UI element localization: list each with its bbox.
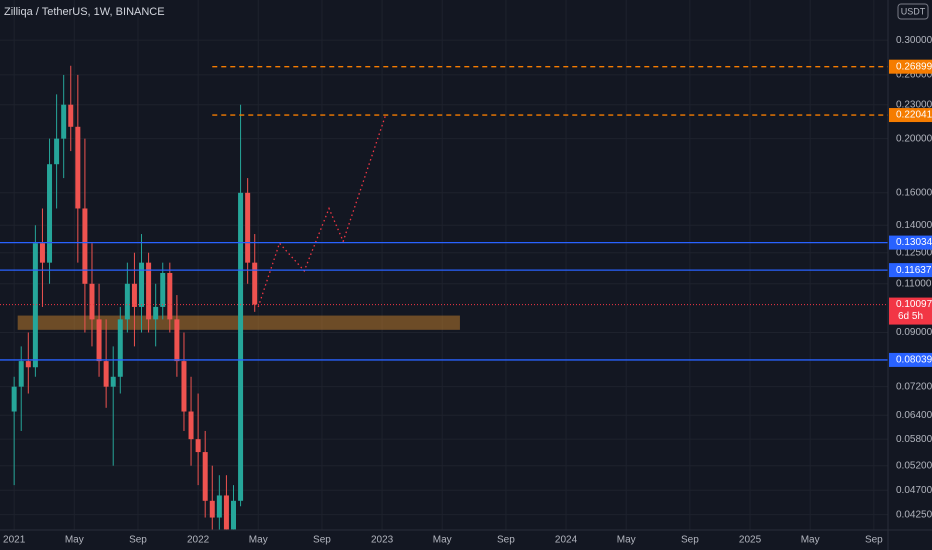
x-tick-label: 2025 bbox=[739, 535, 762, 546]
y-tick-label: 0.16000 bbox=[896, 187, 932, 198]
candle-body bbox=[61, 104, 67, 139]
level-label: 0.22041 bbox=[896, 110, 932, 121]
x-tick-label: May bbox=[65, 535, 84, 546]
level-label-box bbox=[889, 108, 932, 123]
candle-body bbox=[89, 283, 95, 320]
candle-body bbox=[25, 361, 31, 368]
candle-body bbox=[11, 386, 17, 412]
level-label: 0.26899 bbox=[896, 61, 932, 72]
candle-body bbox=[39, 243, 45, 263]
candle-body bbox=[96, 319, 102, 362]
y-tick-label: 0.26000 bbox=[896, 70, 932, 81]
y-tick-label: 0.09000 bbox=[896, 327, 932, 338]
x-tick-label: 2024 bbox=[555, 535, 578, 546]
candle-body bbox=[202, 452, 208, 501]
level-label: 0.13034 bbox=[896, 237, 932, 248]
candle-body bbox=[47, 164, 53, 263]
candle-body bbox=[238, 192, 244, 501]
candle-body bbox=[181, 361, 187, 412]
level-label: 0.11637 bbox=[896, 265, 932, 276]
y-tick-label: 0.30000 bbox=[896, 35, 932, 46]
last-price: 0.10097 bbox=[896, 299, 932, 310]
candle-body bbox=[32, 243, 38, 368]
level-label-box bbox=[889, 235, 932, 250]
x-tick-label: Sep bbox=[313, 535, 331, 546]
candle-body bbox=[124, 283, 130, 320]
candle-body bbox=[82, 208, 88, 284]
y-tick-label: 0.23000 bbox=[896, 99, 932, 110]
y-tick-label: 0.06400 bbox=[896, 410, 932, 421]
level-label: 0.08039 bbox=[896, 355, 932, 366]
candle-body bbox=[103, 361, 109, 387]
candle-body bbox=[110, 376, 116, 387]
y-axis: 0.30000 0.26000 0.23000 0.20000 0.16000 0.140… bbox=[889, 35, 932, 520]
y-tick-label: 0.14000 bbox=[896, 220, 932, 231]
candle-body bbox=[160, 272, 166, 307]
grid bbox=[0, 0, 888, 530]
x-tick-label: Sep bbox=[865, 535, 883, 546]
x-tick-label: 2021 bbox=[3, 535, 26, 546]
chart-title: Zilliqa / TetherUS, 1W, BINANCE bbox=[4, 6, 165, 18]
candle-body bbox=[223, 495, 229, 530]
candle-body bbox=[188, 411, 194, 440]
x-tick-label: Sep bbox=[129, 535, 147, 546]
candle-body bbox=[252, 262, 258, 305]
candle-body bbox=[195, 439, 201, 453]
x-tick-label: May bbox=[617, 535, 636, 546]
y-tick-label: 0.07200 bbox=[896, 381, 932, 392]
candle-body bbox=[54, 138, 60, 165]
candle-body bbox=[139, 262, 145, 307]
x-tick-label: May bbox=[249, 535, 268, 546]
level-label-box bbox=[889, 352, 932, 367]
candle-body bbox=[18, 361, 24, 387]
candle-body bbox=[216, 495, 222, 518]
candle-body bbox=[68, 104, 74, 127]
plot-area bbox=[0, 65, 888, 530]
y-tick-label: 0.12500 bbox=[896, 247, 932, 258]
candle-body bbox=[167, 272, 173, 320]
y-tick-label: 0.04700 bbox=[896, 485, 932, 496]
x-tick-label: 2023 bbox=[371, 535, 394, 546]
candle-body bbox=[117, 319, 123, 377]
y-tick-label: 0.05800 bbox=[896, 434, 932, 445]
candle-body bbox=[174, 319, 180, 362]
y-tick-label: 0.11000 bbox=[896, 278, 932, 289]
candle-body bbox=[146, 262, 152, 320]
candle-body bbox=[230, 500, 236, 530]
candle-body bbox=[245, 192, 251, 263]
level-label-box bbox=[889, 263, 932, 278]
candle-body bbox=[131, 283, 137, 307]
x-tick-label: 2022 bbox=[187, 535, 210, 546]
last-price-box bbox=[889, 297, 932, 325]
x-tick-label: Sep bbox=[497, 535, 515, 546]
y-tick-label: 0.20000 bbox=[896, 133, 932, 144]
level-label-box bbox=[889, 59, 932, 74]
y-tick-label: 0.05200 bbox=[896, 460, 932, 471]
candle-body bbox=[75, 126, 81, 209]
currency[interactable]: USDT bbox=[901, 6, 926, 16]
x-tick-label: May bbox=[433, 535, 452, 546]
x-tick-label: May bbox=[801, 535, 820, 546]
candle-body bbox=[153, 306, 159, 320]
candle-body bbox=[209, 500, 215, 518]
x-tick-label: Sep bbox=[681, 535, 699, 546]
y-tick-label: 0.04250 bbox=[896, 509, 932, 520]
currency-box[interactable] bbox=[897, 3, 929, 20]
countdown: 6d 5h bbox=[898, 311, 923, 322]
